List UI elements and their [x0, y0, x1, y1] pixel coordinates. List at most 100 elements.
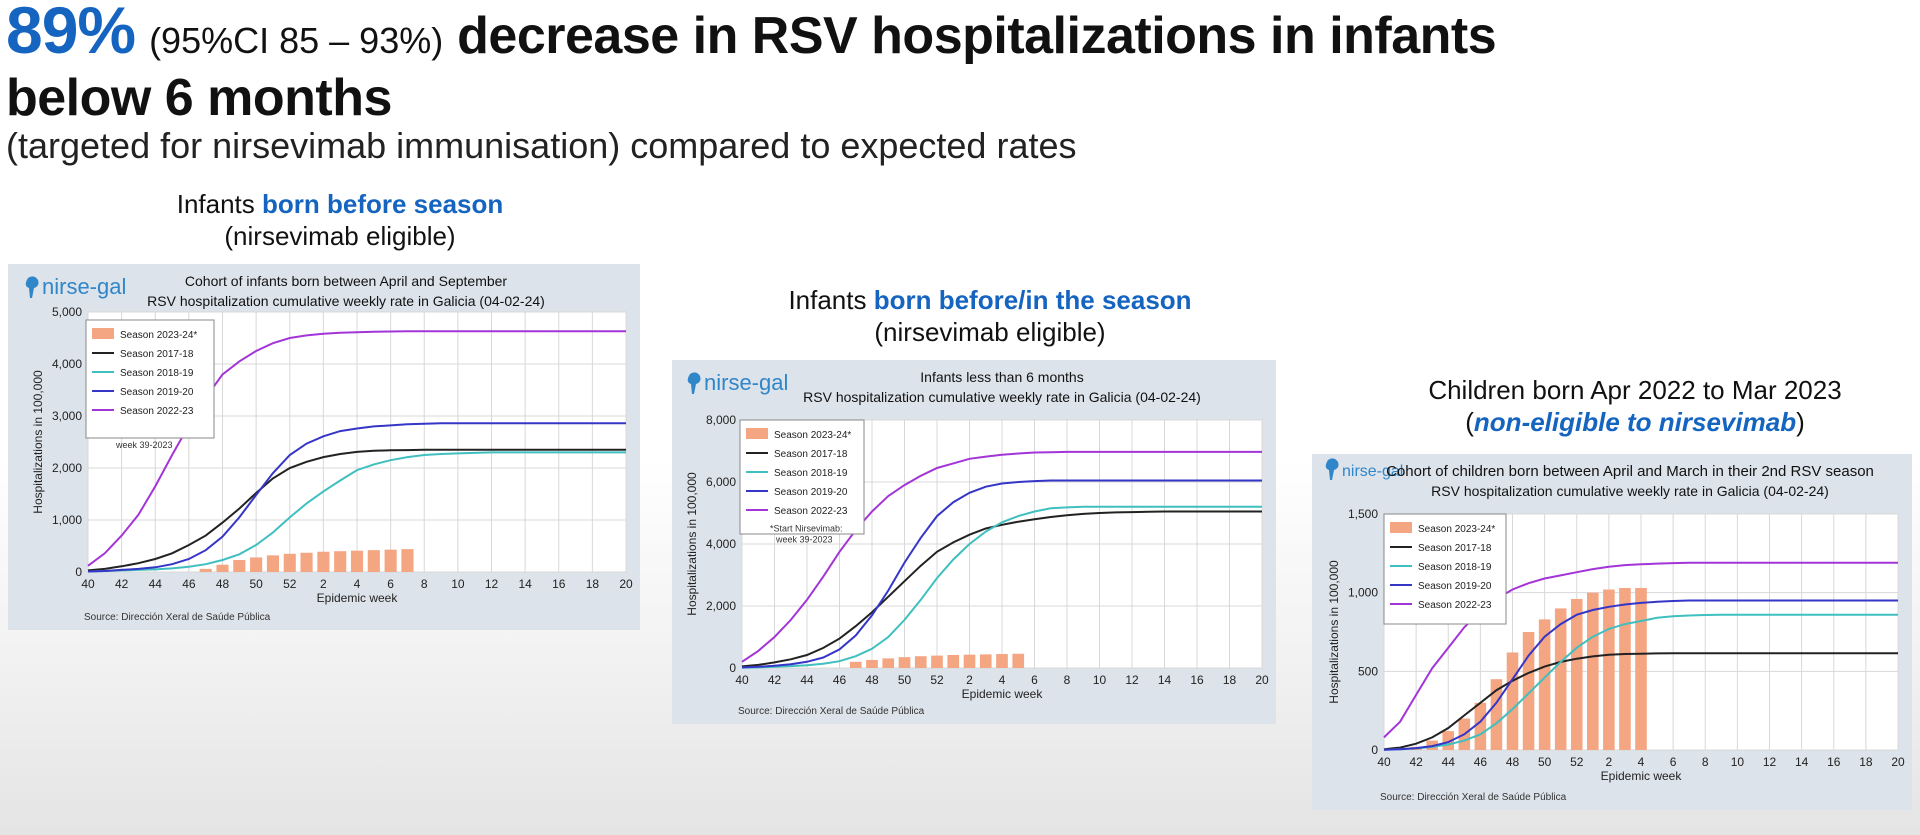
headline-line-2: below 6 months [6, 69, 392, 127]
chart-3-x-tick-label: 12 [1763, 755, 1777, 769]
panel-2-title: Infants born before/in the season (nirse… [690, 284, 1290, 348]
chart-1-series-line-season-2022-23 [87, 330, 626, 567]
chart-3-x-tick-label: 20 [1891, 755, 1905, 769]
chart-3-x-tick-label: 4 [1638, 755, 1645, 769]
chart-3-x-tick-label: 14 [1795, 755, 1809, 769]
chart-1-bar [300, 552, 313, 572]
chart-1-x-tick-label: 14 [518, 577, 532, 591]
chart-3-x-tick-label: 48 [1506, 755, 1520, 769]
chart-1-title: Cohort of infants born between April and… [185, 273, 508, 289]
chart-3-bar [1619, 587, 1631, 750]
chart-3-bar [1490, 679, 1503, 750]
chart-1-y-tick-label: 3,000 [52, 409, 82, 423]
chart-3-logo: nirse-gal [1325, 458, 1403, 480]
chart-3-bar [1474, 702, 1487, 750]
chart-3-bar [1635, 587, 1647, 750]
chart-3-bar [1522, 632, 1535, 750]
chart-1-bar [384, 549, 397, 572]
chart-1-series-line-season-2018-19 [87, 451, 626, 573]
chart-3-series-line-season-2018-19 [1383, 613, 1898, 751]
chart-1-y-tick-label: 1,000 [52, 513, 82, 527]
chart-1-bar [350, 550, 364, 572]
chart-1-x-tick-label: 4 [354, 577, 361, 591]
chart-1-x-tick-label: 44 [149, 577, 163, 591]
chart-2-legend-label: Season 2023-24* [774, 430, 851, 441]
chart-1-annotation: week 39-2023 [115, 440, 173, 450]
chart-2-series-line-season-2022-23 [741, 450, 1262, 663]
chart-1-bar [317, 551, 330, 572]
chart-1-x-tick-label: 8 [421, 577, 428, 591]
headline-ci: (95%CI 85 – 93%) [149, 20, 444, 61]
chart-1-y-tick-label: 0 [75, 565, 82, 579]
chart-2-x-tick-label: 6 [1031, 673, 1038, 687]
chart-1-legend-label: Season 2019-20 [120, 387, 194, 398]
chart-1-x-tick-label: 16 [552, 577, 566, 591]
chart-3-logo-icon [1325, 458, 1339, 480]
chart-2-y-axis-label: Hospitalizations in 100,000 [685, 472, 699, 616]
chart-1-bar [367, 550, 380, 572]
chart-1-x-tick-label: 12 [485, 577, 499, 591]
chart-3-y-tick-label: 0 [1371, 743, 1378, 757]
chart-2-bar [963, 654, 976, 668]
chart-2-bar [1012, 653, 1025, 668]
chart-2-series-line-season-2019-20 [741, 479, 1262, 669]
chart-1-x-tick-label: 46 [182, 577, 196, 591]
chart-3-x-tick-label: 50 [1538, 755, 1552, 769]
chart-1-bar [401, 549, 414, 572]
chart-3-series-line-season-2019-20 [1383, 599, 1898, 751]
chart-1-y-tick-label: 2,000 [52, 461, 82, 475]
panel-3-subtitle-emph: non-eligible to nirsevimab [1473, 407, 1797, 437]
chart-2-y-tick-label: 0 [729, 661, 736, 675]
chart-2-x-tick-label: 48 [865, 673, 879, 687]
chart-3-x-tick-label: 16 [1827, 755, 1841, 769]
headline-line-1: 89% (95%CI 85 – 93%) decrease in RSV hos… [6, 0, 1906, 71]
chart-2-series-line-season-2017-18 [741, 510, 1262, 668]
chart-2-annotation-line-2: week 39-2023 [775, 535, 833, 545]
chart-2-x-tick-label: 16 [1190, 673, 1204, 687]
chart-1-legend: Season 2023-24* Season 2017-18 Season 2018… [85, 319, 215, 439]
chart-1-bar [283, 553, 296, 572]
chart-3: nirse-gal Cohort of children born between… [1312, 454, 1912, 810]
chart-2-bar [931, 655, 943, 668]
chart-2-bar [996, 654, 1008, 668]
chart-3-x-tick-label: 52 [1570, 755, 1584, 769]
chart-2-logo-text: nirse-gal [704, 370, 788, 395]
chart-3-series-line-season-2017-18 [1383, 652, 1898, 751]
chart-2-x-tick-label: 10 [1093, 673, 1107, 687]
chart-2-x-tick-label: 14 [1158, 673, 1172, 687]
chart-3-logo-text: nirse-gal [1342, 463, 1403, 480]
panel-2-subtitle: (nirsevimab eligible) [874, 317, 1106, 347]
chart-2-legend-label: Season 2022-23 [774, 506, 848, 517]
panel-3-subtitle-open: ( [1465, 407, 1474, 437]
panel-3-title-plain: Children born Apr 2022 to Mar 2023 [1428, 375, 1842, 405]
chart-3-bar [1538, 619, 1551, 750]
chart-1-bar [250, 557, 263, 572]
chart-1-legend-label: Season 2022-23 [120, 406, 194, 417]
chart-1-x-tick-label: 2 [320, 577, 327, 591]
chart-1-series-line-season-2017-18 [87, 448, 626, 572]
chart-2-y-tick-label: 4,000 [706, 537, 736, 551]
chart-2-annotation-line-1: *Start Nirsevimab: [770, 524, 843, 534]
panel-3-title: Children born Apr 2022 to Mar 2023 (non-… [1350, 374, 1920, 438]
chart-3-legend: Season 2023-24* Season 2017-18 Season 2018… [1383, 513, 1507, 625]
chart-1: nirse-gal Cohort of infants born between … [8, 264, 640, 630]
headline-percent: 89% [6, 0, 136, 67]
chart-1-x-tick-label: 6 [387, 577, 394, 591]
chart-3-x-tick-label: 8 [1702, 755, 1709, 769]
chart-2-x-tick-label: 52 [930, 673, 944, 687]
chart-3-x-tick-label: 46 [1474, 755, 1488, 769]
chart-2-svg: nirse-gal Infants less than 6 months RSV h… [685, 369, 1269, 717]
chart-1-source: Source: Dirección Xeral de Saúde Pública [84, 612, 271, 623]
chart-2-x-tick-label: 4 [999, 673, 1006, 687]
chart-3-legend-swatch-bar [1390, 522, 1412, 533]
headline: 89% (95%CI 85 – 93%) decrease in RSV hos… [6, 0, 1906, 167]
chart-2-legend-label: Season 2019-20 [774, 487, 848, 498]
chart-1-x-axis-label: Epidemic week [317, 591, 399, 605]
chart-3-title: Cohort of children born between April an… [1386, 463, 1874, 480]
panel-1-title: Infants born before season (nirsevimab e… [60, 188, 620, 252]
chart-2-logo: nirse-gal [687, 370, 788, 395]
chart-2-x-tick-label: 44 [800, 673, 814, 687]
chart-1-bar [199, 568, 212, 572]
chart-1-y-tick-label: 4,000 [52, 357, 82, 371]
chart-1-y-tick-label: 5,000 [52, 305, 82, 319]
